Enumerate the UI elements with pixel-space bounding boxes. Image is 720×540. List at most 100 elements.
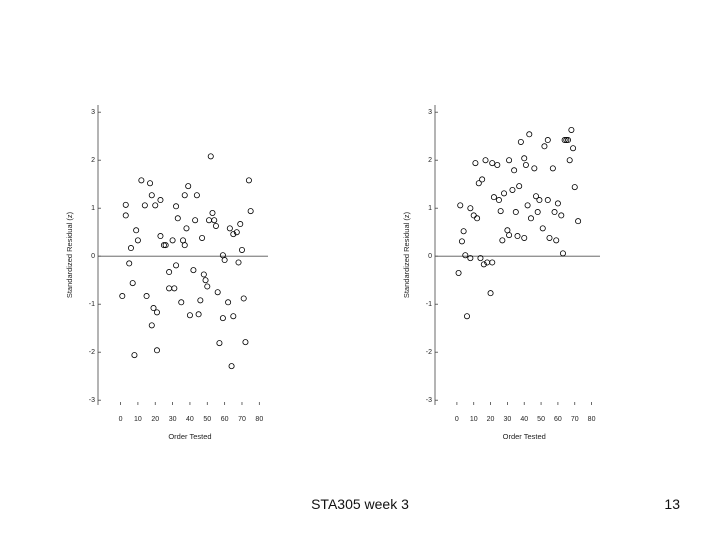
point [533,193,540,200]
point [506,157,513,164]
y-tick-label: -1 [89,301,95,308]
point [162,242,169,249]
point [235,259,242,266]
point [539,225,546,232]
point [487,290,494,297]
x-tick-label: 20 [151,416,159,423]
point [495,197,502,204]
point [126,260,133,267]
point [455,269,462,276]
point [230,231,237,238]
point [150,305,157,312]
y-tick-label: 3 [91,109,95,116]
point [174,215,181,222]
point [526,131,533,138]
point [233,229,240,236]
point [245,177,252,184]
x-tick-label: 10 [134,416,142,423]
point [501,190,508,197]
point [558,212,565,219]
x-tick-label: 80 [255,416,263,423]
point [134,237,141,244]
point [157,233,164,240]
point [141,202,148,209]
point [197,297,204,304]
x-tick-label: 30 [503,416,511,423]
point [122,212,129,219]
point [173,203,180,210]
point [200,271,207,278]
point [131,352,138,359]
point [463,313,470,320]
point [494,161,501,168]
point [153,347,160,354]
point [544,197,551,204]
point [563,137,570,144]
x-tick-label: 70 [238,416,246,423]
point [166,269,173,276]
point [225,299,232,306]
x-tick-label: 0 [455,416,459,423]
y-tick-label: -2 [426,349,432,356]
point [148,322,155,329]
point [524,202,531,209]
y-tick-label: -3 [89,397,95,404]
x-tick-label: 30 [169,416,177,423]
point [575,218,582,225]
point [209,209,216,216]
point [173,262,180,269]
point [566,157,573,164]
point [237,221,244,228]
point [228,363,235,370]
point [133,227,140,234]
point [568,126,575,133]
point [506,232,513,239]
point [166,285,173,292]
point [247,208,254,215]
x-tick-label: 20 [487,416,495,423]
point [536,197,543,204]
point [475,180,482,187]
point [489,160,496,167]
point [467,205,474,212]
x-axis-label: Order Tested [503,432,546,441]
point [509,186,516,193]
point [129,280,136,287]
point [522,161,529,168]
point [479,176,486,183]
point [497,208,504,215]
point [226,225,233,232]
point [460,228,467,235]
y-tick-label: 2 [428,157,432,164]
point [171,285,178,292]
point [160,242,167,249]
point [553,237,560,244]
point [153,309,160,316]
y-tick-label: 0 [91,253,95,260]
point [554,200,561,207]
point [570,145,577,152]
point [181,242,188,249]
point [230,313,237,320]
point [181,192,188,199]
point [219,315,226,322]
point [546,234,553,241]
x-tick-label: 60 [554,416,562,423]
point [489,259,496,266]
y-tick-label: 1 [91,205,95,212]
point [178,299,185,306]
point [477,255,484,262]
x-tick-label: 0 [119,416,123,423]
point [216,340,223,347]
point [204,283,211,290]
y-axis-label: Standardized Residual (z) [65,211,74,298]
point [534,209,541,216]
x-tick-label: 40 [520,416,528,423]
point [482,157,489,164]
point [457,202,464,209]
point [183,225,190,232]
point [516,183,523,190]
point [521,155,528,162]
